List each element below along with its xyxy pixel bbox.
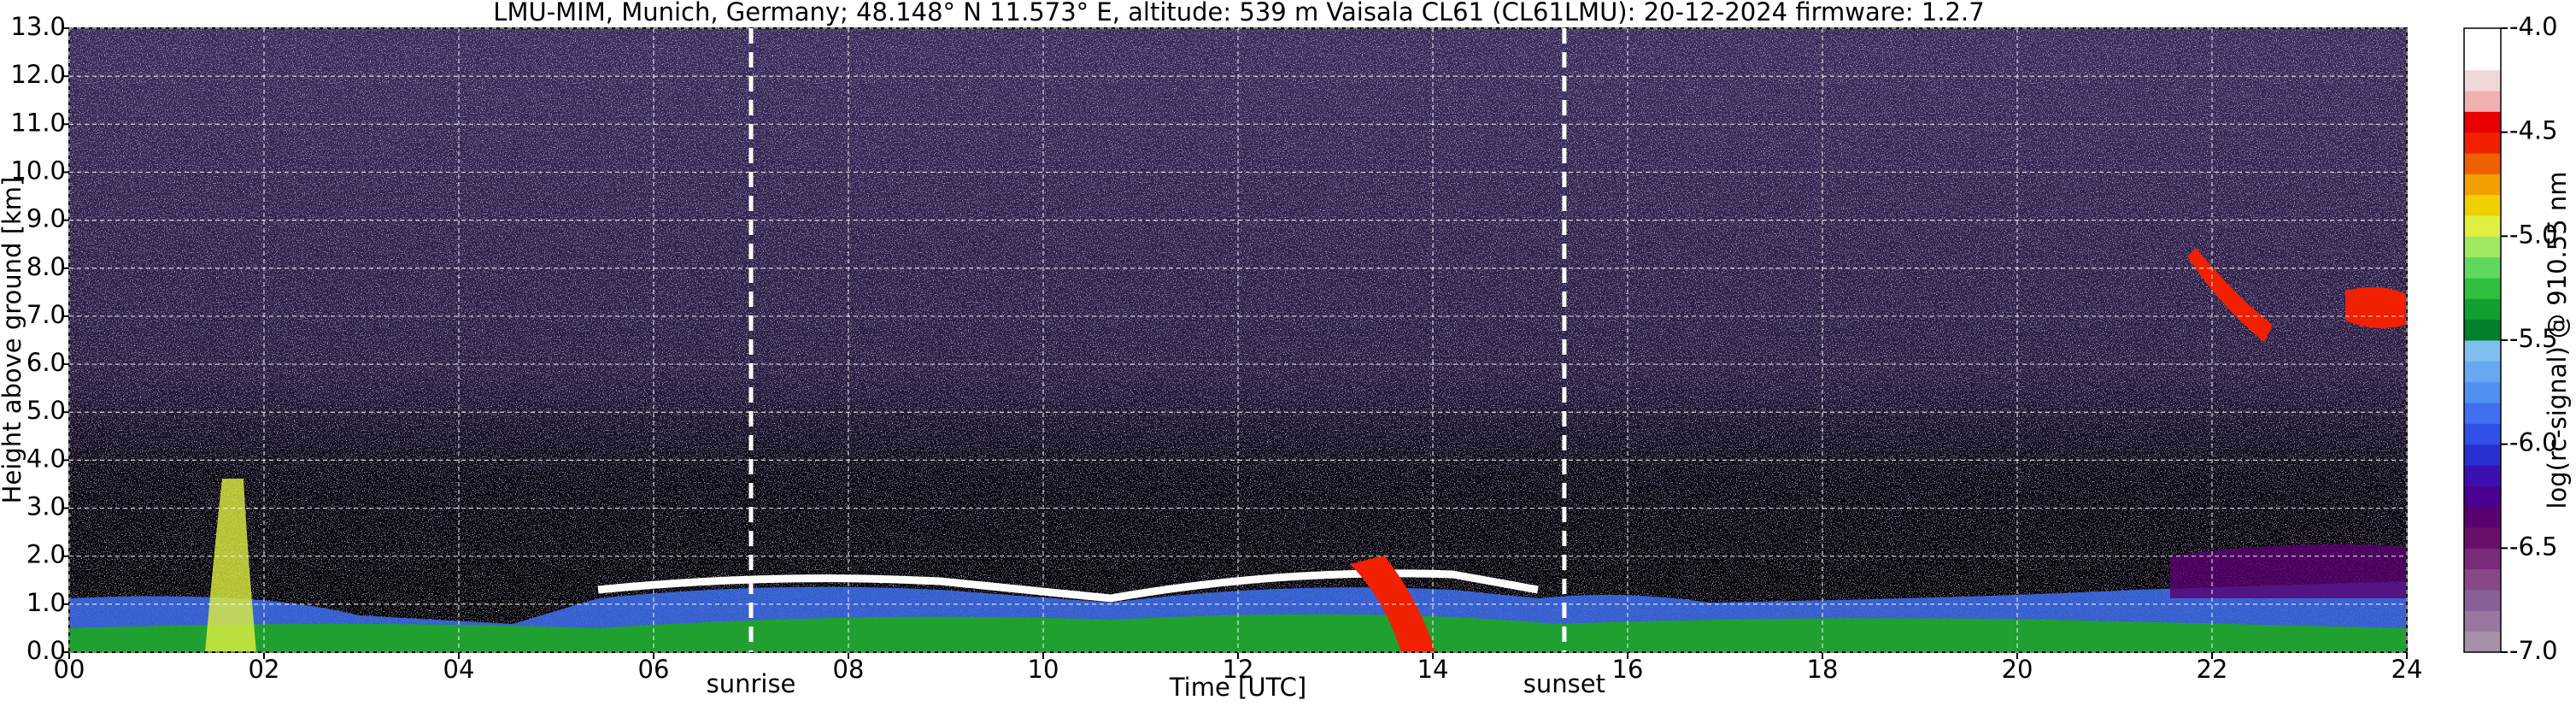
x-tick-label: 02 (249, 655, 280, 684)
colorbar-tick-label: -4.5 (2509, 116, 2558, 145)
colorbar-segment (2464, 527, 2501, 549)
colorbar-tick-label: -6.0 (2509, 428, 2558, 457)
colorbar-tick-label: -5.0 (2509, 220, 2558, 249)
annotation-label: sunset (1523, 669, 1605, 698)
x-tick-label: 10 (1028, 655, 1059, 684)
x-tick-label: 24 (2391, 655, 2423, 684)
x-tick-label: 14 (1417, 655, 1449, 684)
y-tick-label: 4.0 (26, 444, 66, 473)
y-tick-label: 6.0 (26, 348, 66, 377)
colorbar-segment (2464, 465, 2501, 486)
colorbar-tick-label: -6.5 (2509, 532, 2558, 561)
x-tick-label: 18 (1807, 655, 1839, 684)
y-tick-label: 1.0 (26, 588, 66, 617)
colorbar-label: log(rc-signal) @ 910.55 nm (2543, 171, 2572, 509)
colorbar-segment (2464, 174, 2501, 196)
colorbar-segment (2464, 423, 2501, 445)
colorbar-segment (2464, 91, 2501, 112)
colorbar-tick-label: -4.0 (2509, 12, 2558, 41)
colorbar-segment (2464, 298, 2501, 321)
colorbar-segment (2464, 319, 2501, 341)
annotation-label: sunrise (707, 669, 796, 698)
y-tick-label: 10.0 (10, 156, 66, 185)
y-tick-label: 7.0 (26, 300, 66, 329)
x-tick-label: 16 (1612, 655, 1644, 684)
colorbar-segment (2464, 215, 2501, 237)
x-tick-label: 12 (1223, 655, 1254, 684)
colorbar-segment (2464, 256, 2501, 279)
colorbar-segment (2464, 49, 2501, 71)
x-tick-label: 22 (2197, 655, 2228, 684)
y-tick-label: 0.0 (26, 636, 66, 665)
y-tick-label: 9.0 (26, 204, 66, 233)
y-tick-label: 5.0 (26, 396, 66, 425)
colorbar-segment (2464, 236, 2501, 258)
colorbar-segment (2464, 278, 2501, 299)
colorbar-segment (2464, 361, 2501, 383)
y-tick-label: 12.0 (10, 60, 66, 89)
colorbar-segment (2464, 485, 2501, 508)
y-tick-label: 3.0 (26, 492, 66, 521)
colorbar-segment (2464, 194, 2501, 216)
colorbar-segment (2464, 590, 2501, 611)
x-tick-label: 06 (638, 655, 670, 684)
colorbar-segment (2464, 28, 2501, 50)
colorbar-tick-label: -5.5 (2509, 324, 2558, 353)
colorbar-segment (2464, 111, 2501, 133)
colorbar-segment (2464, 340, 2501, 362)
x-tick-label: 20 (2002, 655, 2033, 684)
colorbar-segment (2464, 568, 2501, 591)
x-tick-label: 04 (443, 655, 475, 684)
colorbar-segment (2464, 631, 2501, 653)
chart-title: LMU-MIM, Munich, Germany; 48.148° N 11.5… (493, 0, 1984, 26)
y-axis-label: Height above ground [km] (0, 177, 26, 504)
x-tick-label: 08 (833, 655, 865, 684)
colorbar-segment (2464, 548, 2501, 570)
colorbar-segment (2464, 444, 2501, 466)
colorbar-segment (2464, 69, 2501, 91)
x-axis-label: Time [UTC] (1169, 673, 1306, 702)
colorbar-segment (2464, 132, 2501, 154)
colorbar-segment (2464, 153, 2501, 174)
colorbar-segment (2464, 610, 2501, 632)
y-tick-label: 11.0 (10, 108, 66, 137)
x-tick-label: 00 (54, 655, 85, 684)
colorbar-tick-label: -7.0 (2509, 636, 2558, 665)
y-tick-label: 8.0 (26, 252, 66, 281)
y-tick-label: 13.0 (10, 12, 66, 41)
y-tick-label: 2.0 (26, 540, 66, 569)
colorbar-segment (2464, 506, 2501, 528)
colorbar-segment (2464, 403, 2501, 424)
colorbar-segment (2464, 381, 2501, 403)
